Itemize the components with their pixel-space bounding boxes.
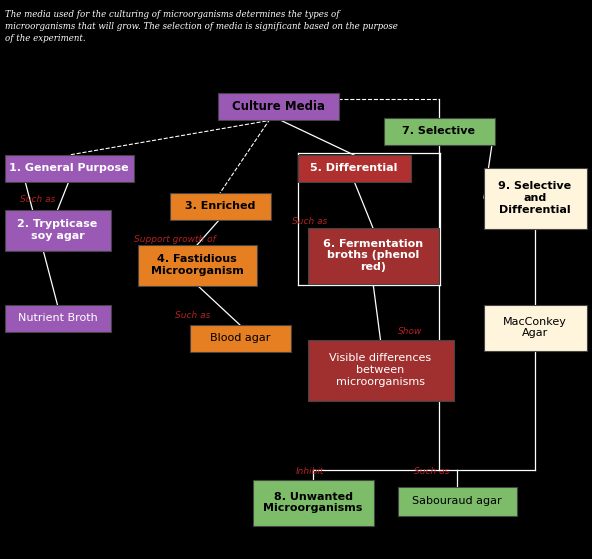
- FancyBboxPatch shape: [253, 480, 374, 525]
- Text: Visible differences
between
microorganisms: Visible differences between microorganis…: [329, 353, 432, 387]
- FancyBboxPatch shape: [397, 486, 516, 515]
- Text: 5. Differential: 5. Differential: [310, 163, 398, 173]
- FancyBboxPatch shape: [5, 210, 111, 250]
- Text: Such as: Such as: [20, 196, 56, 205]
- FancyBboxPatch shape: [484, 305, 587, 350]
- FancyBboxPatch shape: [307, 228, 439, 283]
- FancyBboxPatch shape: [169, 192, 271, 220]
- Text: Support growth of: Support growth of: [134, 235, 216, 244]
- Text: 2. Trypticase
soy agar: 2. Trypticase soy agar: [17, 219, 98, 241]
- Text: Inhibit: Inhibit: [296, 467, 324, 476]
- Text: 9. Selective
and
Differential: 9. Selective and Differential: [498, 182, 571, 215]
- Text: Such as: Such as: [414, 467, 450, 476]
- Text: 7. Selective: 7. Selective: [403, 126, 475, 136]
- Text: 3. Enriched: 3. Enriched: [185, 201, 255, 211]
- Text: 6. Fermentation
broths (phenol
red): 6. Fermentation broths (phenol red): [323, 239, 423, 272]
- Text: Show: Show: [398, 328, 422, 337]
- Text: Sabouraud agar: Sabouraud agar: [412, 496, 502, 506]
- Text: The media used for the culturing of microorganisms determines the types of
micro: The media used for the culturing of micr…: [5, 10, 398, 42]
- Text: Blood agar: Blood agar: [210, 333, 270, 343]
- FancyBboxPatch shape: [298, 154, 410, 182]
- Text: MacConkey
Agar: MacConkey Agar: [503, 317, 567, 338]
- FancyBboxPatch shape: [189, 325, 291, 352]
- Text: Culture Media: Culture Media: [231, 100, 324, 112]
- Text: Such as: Such as: [292, 217, 328, 226]
- Text: 4. Fastidious
Microorganism: 4. Fastidious Microorganism: [150, 254, 243, 276]
- FancyBboxPatch shape: [5, 154, 134, 182]
- FancyBboxPatch shape: [484, 168, 587, 229]
- Text: Such as: Such as: [175, 310, 211, 320]
- FancyBboxPatch shape: [384, 117, 494, 144]
- FancyBboxPatch shape: [217, 92, 339, 120]
- Text: Nutrient Broth: Nutrient Broth: [18, 313, 97, 323]
- Text: 8. Unwanted
Microorganisms: 8. Unwanted Microorganisms: [263, 492, 363, 513]
- FancyBboxPatch shape: [5, 305, 111, 331]
- FancyBboxPatch shape: [137, 244, 256, 286]
- Text: 1. General Purpose: 1. General Purpose: [9, 163, 129, 173]
- FancyBboxPatch shape: [307, 339, 453, 400]
